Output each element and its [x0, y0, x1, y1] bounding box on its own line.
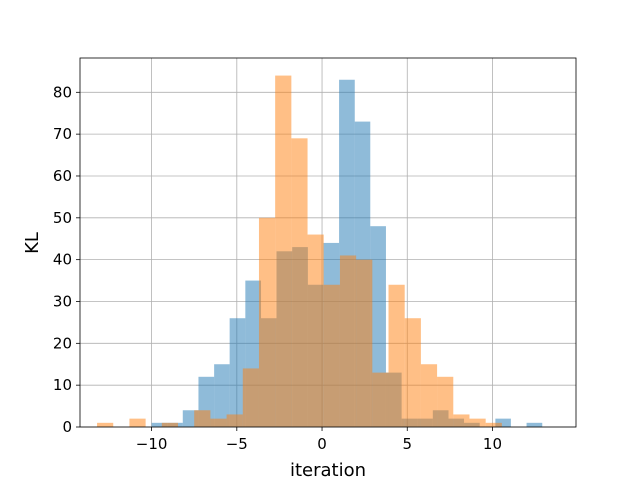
histogram-bar-series-2 [226, 414, 243, 427]
histogram-bar-series-2 [323, 284, 340, 427]
histogram-bar-series-2 [291, 138, 308, 427]
y-axis-label: KL [22, 232, 43, 254]
x-tick-label: −5 [226, 435, 248, 453]
y-tick-label: 70 [53, 125, 72, 143]
histogram-bar-series-2 [258, 217, 276, 427]
histogram-bar-series-1 [495, 418, 511, 427]
histogram-bar-series-2 [129, 418, 146, 427]
plot-frame [79, 57, 577, 428]
y-tick-label: 60 [53, 167, 72, 185]
histogram-bar-series-2 [210, 418, 227, 427]
histogram-bar-series-2 [420, 364, 438, 427]
histogram-bar-series-2 [242, 368, 259, 427]
histogram-bar-series-1 [151, 422, 168, 427]
histogram-bar-series-2 [339, 255, 357, 427]
histogram-bar-series-2 [388, 284, 405, 427]
x-tick-label: 10 [483, 435, 502, 453]
histogram-bar-series-2 [307, 234, 324, 427]
histogram-bar-series-1 [229, 318, 246, 427]
bars-layer [97, 75, 543, 428]
histogram-bar-series-2 [194, 410, 211, 427]
ticks-layer: −10 −5 0 5 10 0 10 20 30 40 50 60 70 80 [53, 83, 502, 453]
histogram-bar-series-2 [97, 422, 114, 427]
histogram-bar-series-2 [356, 259, 373, 427]
y-tick-label: 0 [62, 418, 72, 436]
y-tick-label: 30 [53, 292, 72, 310]
histogram-bar-series-1 [214, 364, 230, 427]
y-tick-label: 10 [53, 376, 72, 394]
x-axis-label: iteration [290, 460, 366, 480]
y-tick-label: 40 [53, 251, 72, 269]
x-tick-label: 5 [402, 435, 412, 453]
y-tick-label: 20 [53, 334, 72, 352]
x-tick-label: 0 [317, 435, 327, 453]
histogram-bar-series-2 [372, 372, 389, 427]
histogram-bar-series-2 [485, 422, 502, 427]
y-tick-label: 80 [53, 83, 72, 101]
histogram-bar-series-2 [404, 318, 421, 427]
histogram-bar-series-2 [161, 422, 179, 427]
histogram-bar-series-2 [437, 376, 454, 427]
histogram-bar-series-2 [469, 418, 486, 427]
y-tick-label: 50 [53, 209, 72, 227]
x-tick-label: −10 [136, 435, 168, 453]
histogram-bar-series-2 [453, 414, 470, 427]
histogram-bar-series-1 [526, 422, 543, 427]
histogram-bar-series-2 [275, 75, 292, 428]
